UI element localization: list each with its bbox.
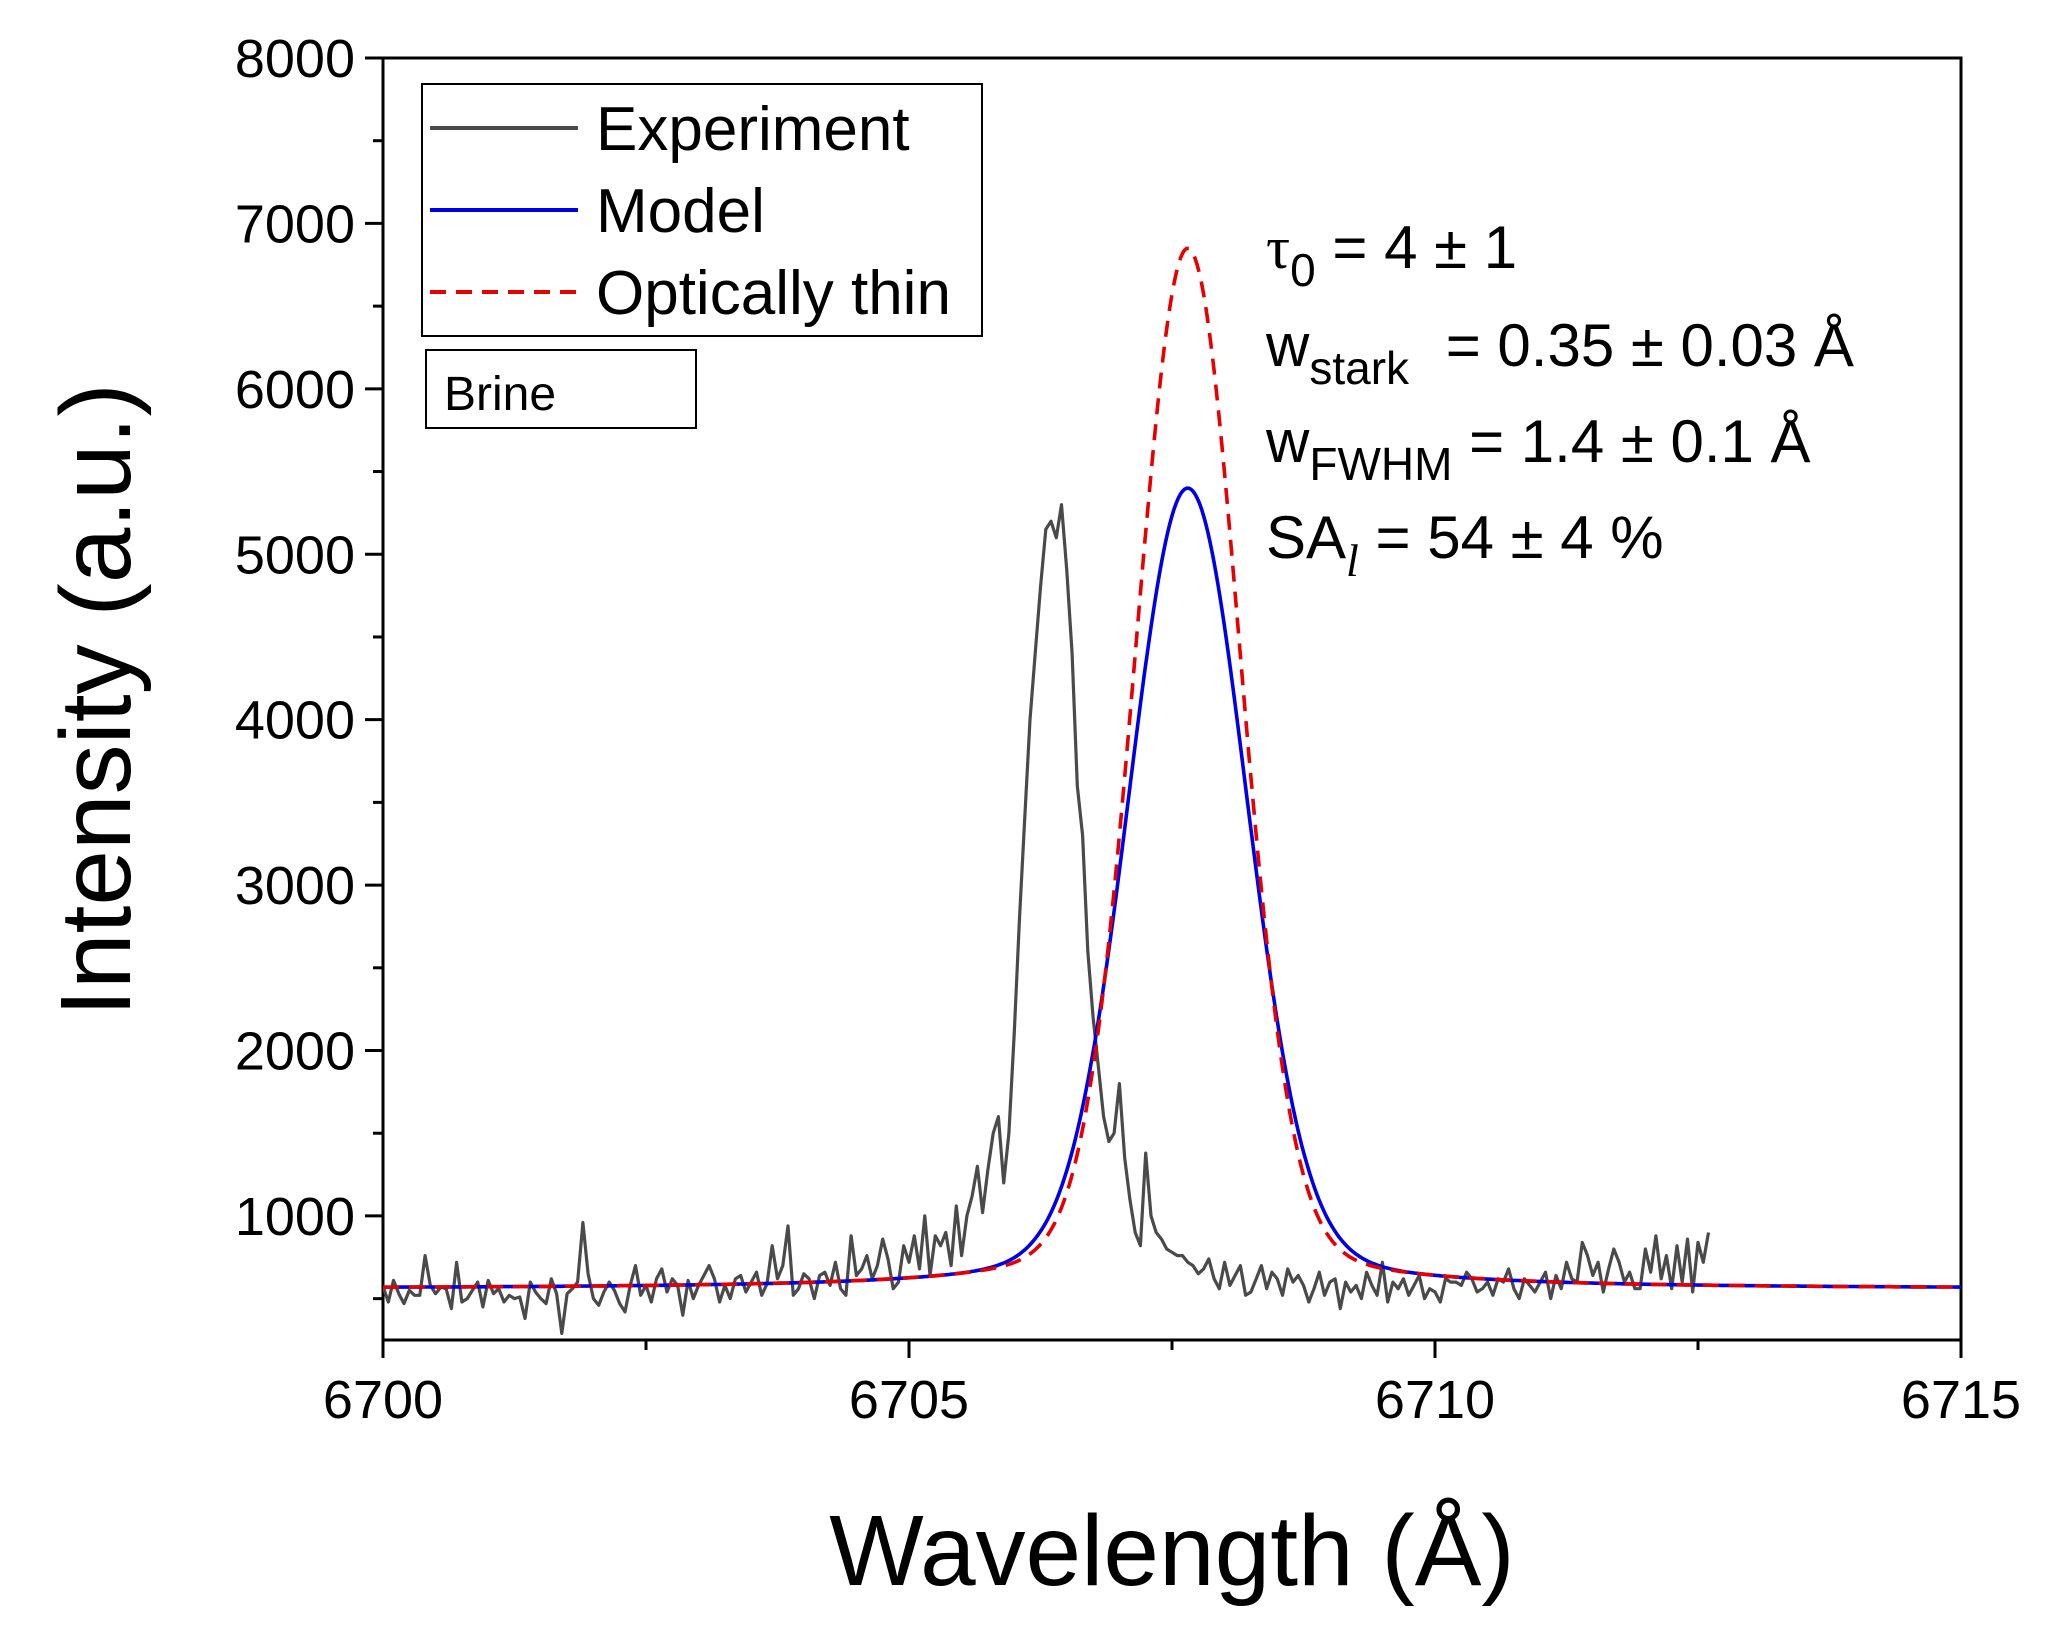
sa-value: = 54 ± 4 % [1359, 504, 1664, 571]
series-optically-thin-line [383, 246, 1961, 1289]
wfwhm-value: = 1.4 ± 0.1 Å [1452, 408, 1810, 475]
series-model-line [383, 486, 1961, 1289]
tau-subscript: 0 [1290, 244, 1316, 296]
y-tick-label: 3000 [235, 856, 355, 916]
wfwhm-subscript: FWHM [1309, 438, 1452, 490]
brine-label-box: Brine [425, 349, 697, 429]
x-tick-label: 6700 [323, 1370, 443, 1430]
wstark-annotation: wstark = 0.35 ± 0.03 Å [1265, 312, 1854, 394]
tau-symbol: τ [1266, 215, 1290, 281]
tau-annotation: τ0 = 4 ± 1 [1266, 214, 1517, 296]
legend-label-experiment: Experiment [596, 95, 910, 164]
wstark-value: = 0.35 ± 0.03 Å [1429, 312, 1854, 379]
legend-label-optically-thin: Optically thin [596, 259, 951, 328]
sa-subscript: l [1346, 535, 1359, 586]
sa-symbol: SA [1266, 504, 1346, 571]
tau-value: = 4 ± 1 [1316, 214, 1517, 281]
brine-label: Brine [444, 368, 556, 421]
plot-area [365, 56, 1963, 1358]
y-tick-label: 6000 [235, 360, 355, 420]
wfwhm-annotation: wFWHM = 1.4 ± 0.1 Å [1265, 408, 1811, 490]
x-tick-label: 6710 [1375, 1370, 1495, 1430]
x-axis-title: Wavelength (Å) [829, 1495, 1514, 1607]
y-tick-label: 1000 [235, 1187, 355, 1247]
y-axis-title: Intensity (a.u.) [40, 383, 152, 1017]
series-layer [383, 246, 1961, 1336]
wstark-subscript: stark [1309, 342, 1410, 394]
legend: Experiment Model Optically thin [421, 83, 983, 337]
ticks-layer [365, 56, 1963, 1358]
x-tick-label: 6715 [1901, 1370, 2021, 1430]
wfwhm-symbol: w [1265, 408, 1310, 475]
y-tick-label: 5000 [235, 525, 355, 585]
legend-label-model: Model [596, 177, 765, 246]
y-tick-label: 7000 [235, 194, 355, 254]
y-tick-label: 8000 [235, 29, 355, 89]
fit-annotations: τ0 = 4 ± 1 wstark = 0.35 ± 0.03 Å wFWHM … [1265, 214, 1854, 586]
series-experiment-line [383, 503, 1711, 1336]
x-tick-label: 6705 [849, 1370, 969, 1430]
y-tick-label: 2000 [235, 1022, 355, 1082]
wstark-symbol: w [1265, 312, 1310, 379]
sa-annotation: SAl = 54 ± 4 % [1266, 504, 1664, 586]
y-tick-label: 4000 [235, 691, 355, 751]
